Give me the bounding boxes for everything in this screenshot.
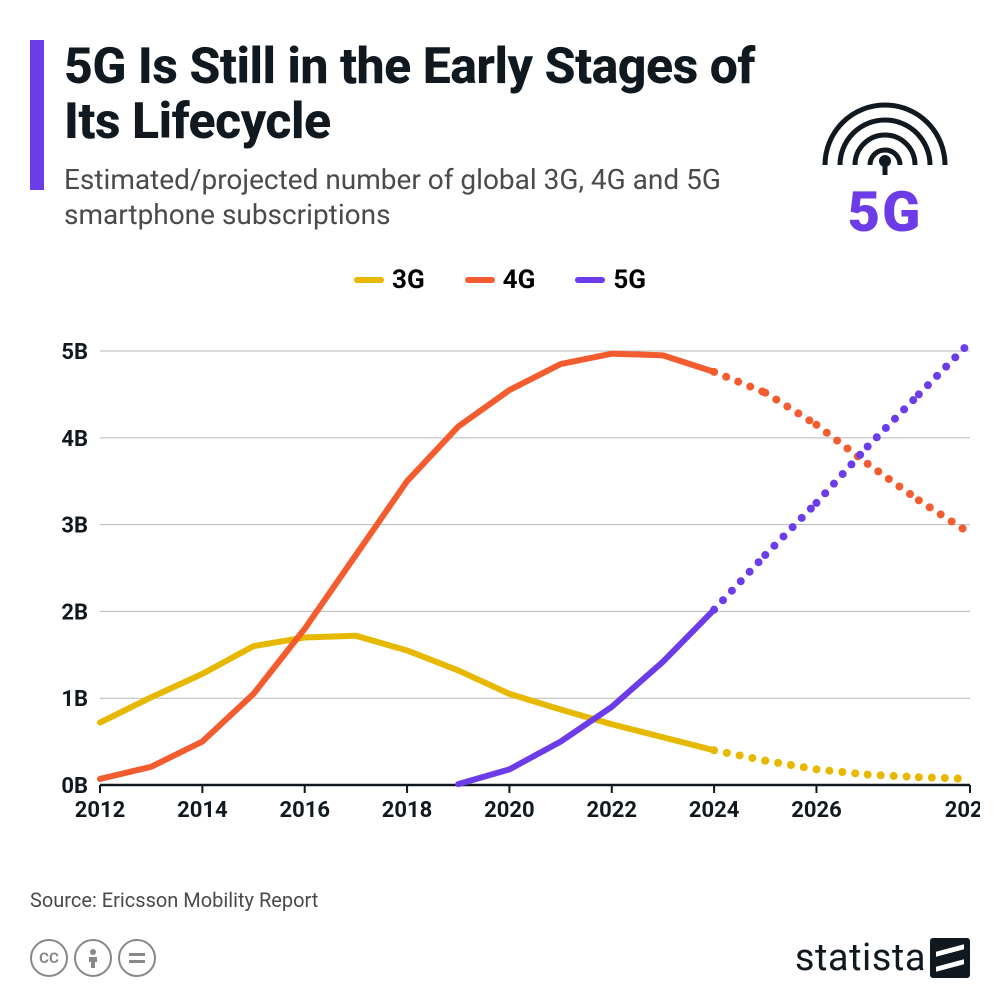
page-title: 5G Is Still in the Early Stages of Its L…: [64, 40, 780, 150]
svg-text:2B: 2B: [61, 600, 88, 625]
cc-by-icon: [74, 939, 112, 977]
svg-text:2012: 2012: [75, 798, 126, 823]
legend-item: 5G: [575, 265, 646, 295]
cc-icon: CC: [30, 939, 68, 977]
legend-item: 3G: [354, 265, 425, 295]
svg-text:2024: 2024: [689, 798, 740, 823]
svg-text:2016: 2016: [279, 798, 330, 823]
source-text: Source: Ericsson Mobility Report: [30, 888, 970, 912]
svg-text:2029: 2029: [945, 798, 980, 823]
legend: 3G 4G 5G: [30, 265, 970, 295]
cc-license-icons: CC: [30, 939, 156, 977]
page-subtitle: Estimated/projected number of global 3G,…: [64, 162, 780, 232]
svg-text:4B: 4B: [61, 427, 88, 452]
svg-text:2018: 2018: [382, 798, 433, 823]
cc-nd-icon: [118, 939, 156, 977]
svg-text:1B: 1B: [61, 687, 88, 712]
statista-logo: statista: [795, 936, 970, 980]
statista-mark-icon: [930, 938, 970, 978]
svg-text:2022: 2022: [587, 798, 638, 823]
svg-text:2026: 2026: [791, 798, 842, 823]
signal-rings-icon: [805, 75, 965, 175]
svg-text:5B: 5B: [61, 340, 88, 365]
wireless-5g-icon: 5G: [800, 75, 970, 245]
svg-text:0B: 0B: [61, 774, 88, 799]
5g-label: 5G: [800, 179, 970, 245]
svg-text:2020: 2020: [484, 798, 535, 823]
legend-item: 4G: [465, 265, 536, 295]
line-chart: 0B 1B 2B 3B 4B 5B 2012 2014 2016 2018 2020 2022 2024…: [40, 315, 970, 870]
accent-bar: [30, 40, 44, 190]
svg-text:2014: 2014: [177, 798, 228, 823]
svg-text:3B: 3B: [61, 514, 88, 539]
